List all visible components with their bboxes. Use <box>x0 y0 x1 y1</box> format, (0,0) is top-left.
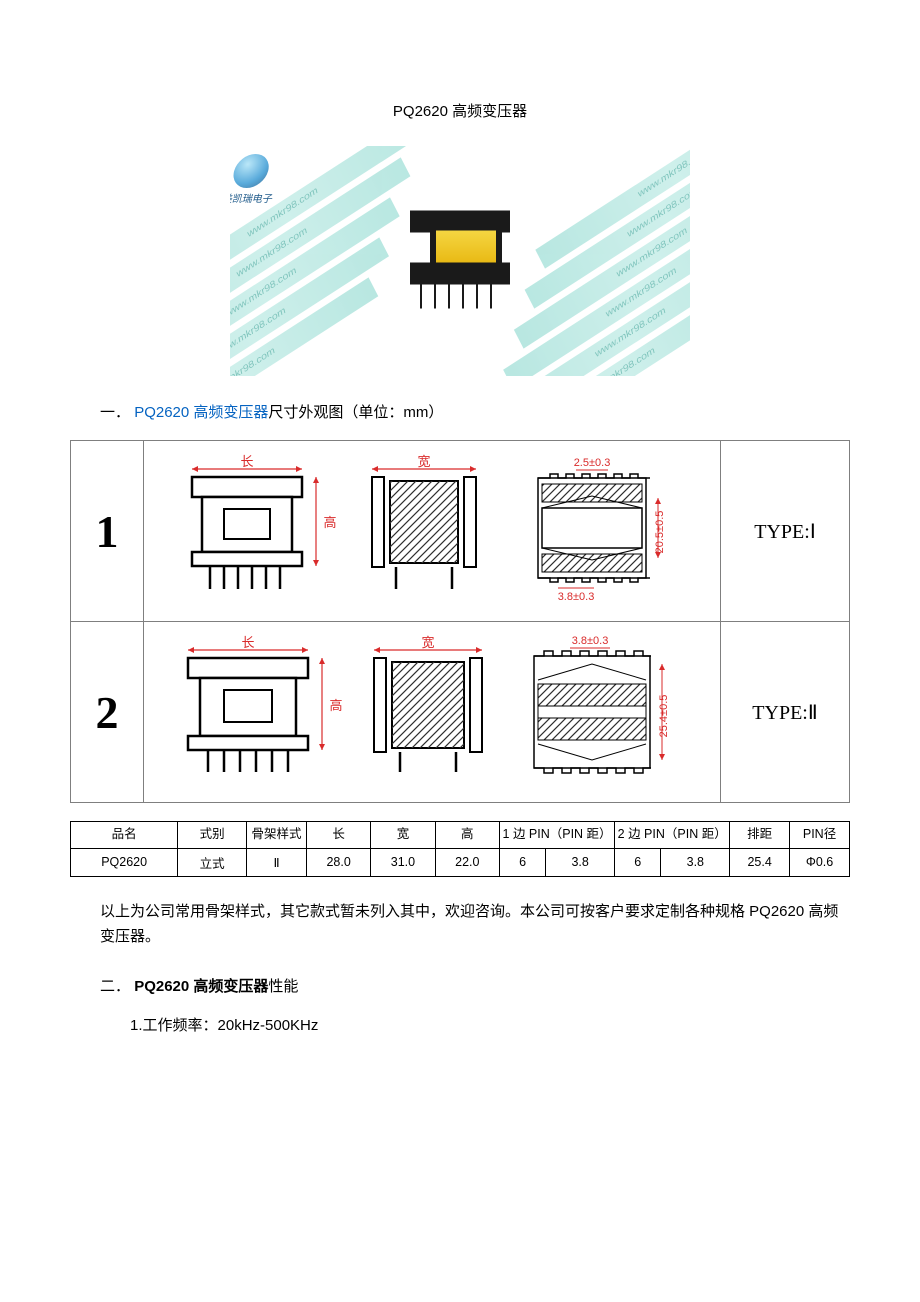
section-2-bold: PQ2620 高频变压器 <box>134 978 268 995</box>
spec-table: 品名 式别 骨架样式 长 宽 高 1 边 PIN（PIN 距） 2 边 PIN（… <box>70 821 850 877</box>
th-name: 品名 <box>71 822 178 849</box>
diagram-drawing-2: 长 高 <box>144 622 721 802</box>
spec-list: 1.工作频率：20kHz-500KHz <box>130 1014 850 1035</box>
watermark-logo-icon <box>230 154 273 188</box>
page-title: PQ2620 高频变压器 <box>70 100 850 121</box>
svg-text:25.4±0.5: 25.4±0.5 <box>658 695 670 738</box>
svg-text:宽: 宽 <box>421 635 434 650</box>
td-pitch: 25.4 <box>730 848 790 876</box>
section-2-prefix: 二． <box>100 978 130 995</box>
section-2-heading: 二． PQ2620 高频变压器性能 <box>100 975 850 996</box>
section-1-suffix: 尺寸外观图（单位：mm） <box>268 404 443 421</box>
td-style: 立式 <box>178 848 247 876</box>
diagram-drawing-1: 长 高 <box>144 441 721 621</box>
td-pin1-n: 6 <box>499 848 545 876</box>
watermark-left: 美凯瑞电子 www.mkr98.com www.mkr98.com www.mk… <box>230 146 371 376</box>
drawing-svg-2: 长 高 <box>144 622 720 802</box>
watermark-right: www.mkr98.com www.mkr98.com www.mkr98.co… <box>549 146 690 376</box>
td-pin2-n: 6 <box>615 848 661 876</box>
td-pin2-p: 3.8 <box>661 848 730 876</box>
section-1-prefix: 一． <box>100 404 130 421</box>
diagram-container: 1 长 <box>70 440 850 803</box>
td-bobbin: Ⅱ <box>247 848 307 876</box>
svg-text:高: 高 <box>329 698 342 713</box>
transformer-icon <box>400 201 520 311</box>
th-len: 长 <box>306 822 370 849</box>
th-hei: 高 <box>435 822 499 849</box>
th-pin2: 2 边 PIN（PIN 距） <box>615 822 730 849</box>
product-photo-wrap: 美凯瑞电子 www.mkr98.com www.mkr98.com www.mk… <box>70 146 850 376</box>
svg-text:3.8±0.3: 3.8±0.3 <box>572 635 609 647</box>
spec-list-item: 1.工作频率：20kHz-500KHz <box>130 1014 850 1035</box>
drawing-svg-1: 长 高 <box>144 441 720 621</box>
note-text: 以上为公司常用骨架样式，其它款式暂未列入其中，欢迎咨询。本公司可按客户要求定制各… <box>100 899 850 950</box>
th-pindia: PIN径 <box>790 822 850 849</box>
diagram-type-label-2: TYPE:Ⅱ <box>721 622 849 802</box>
th-pin1: 1 边 PIN（PIN 距） <box>499 822 614 849</box>
diagram-row-2: 2 长 <box>71 622 849 802</box>
svg-text:长: 长 <box>241 635 254 650</box>
diagram-row-number: 2 <box>71 622 144 802</box>
svg-text:长: 长 <box>240 454 253 469</box>
svg-text:宽: 宽 <box>417 454 430 469</box>
product-link[interactable]: PQ2620 高频变压器 <box>134 404 268 421</box>
td-pindia: Φ0.6 <box>790 848 850 876</box>
document-page: PQ2620 高频变压器 美凯瑞电子 www.mkr98.com www.mkr… <box>0 0 920 1302</box>
svg-text:3.8±0.3: 3.8±0.3 <box>558 591 595 603</box>
svg-text:20.5±0.5: 20.5±0.5 <box>654 511 666 554</box>
td-wid: 31.0 <box>371 848 435 876</box>
td-name: PQ2620 <box>71 848 178 876</box>
td-len: 28.0 <box>306 848 370 876</box>
th-pitch: 排距 <box>730 822 790 849</box>
table-header-row: 品名 式别 骨架样式 长 宽 高 1 边 PIN（PIN 距） 2 边 PIN（… <box>71 822 850 849</box>
section-1-heading: 一． PQ2620 高频变压器尺寸外观图（单位：mm） <box>100 401 850 422</box>
product-photo: 美凯瑞电子 www.mkr98.com www.mkr98.com www.mk… <box>230 146 690 376</box>
watermark-brand: 美凯瑞电子 <box>230 190 275 205</box>
td-pin1-p: 3.8 <box>546 848 615 876</box>
table-row: PQ2620 立式 Ⅱ 28.0 31.0 22.0 6 3.8 6 3.8 2… <box>71 848 850 876</box>
th-style: 式别 <box>178 822 247 849</box>
svg-text:2.5±0.3: 2.5±0.3 <box>574 457 611 469</box>
th-bobbin: 骨架样式 <box>247 822 307 849</box>
diagram-row-1: 1 长 <box>71 441 849 622</box>
diagram-type-label-1: TYPE:Ⅰ <box>721 441 849 621</box>
td-hei: 22.0 <box>435 848 499 876</box>
section-2-suffix: 性能 <box>268 978 298 995</box>
th-wid: 宽 <box>371 822 435 849</box>
svg-text:高: 高 <box>323 515 336 530</box>
diagram-row-number: 1 <box>71 441 144 621</box>
